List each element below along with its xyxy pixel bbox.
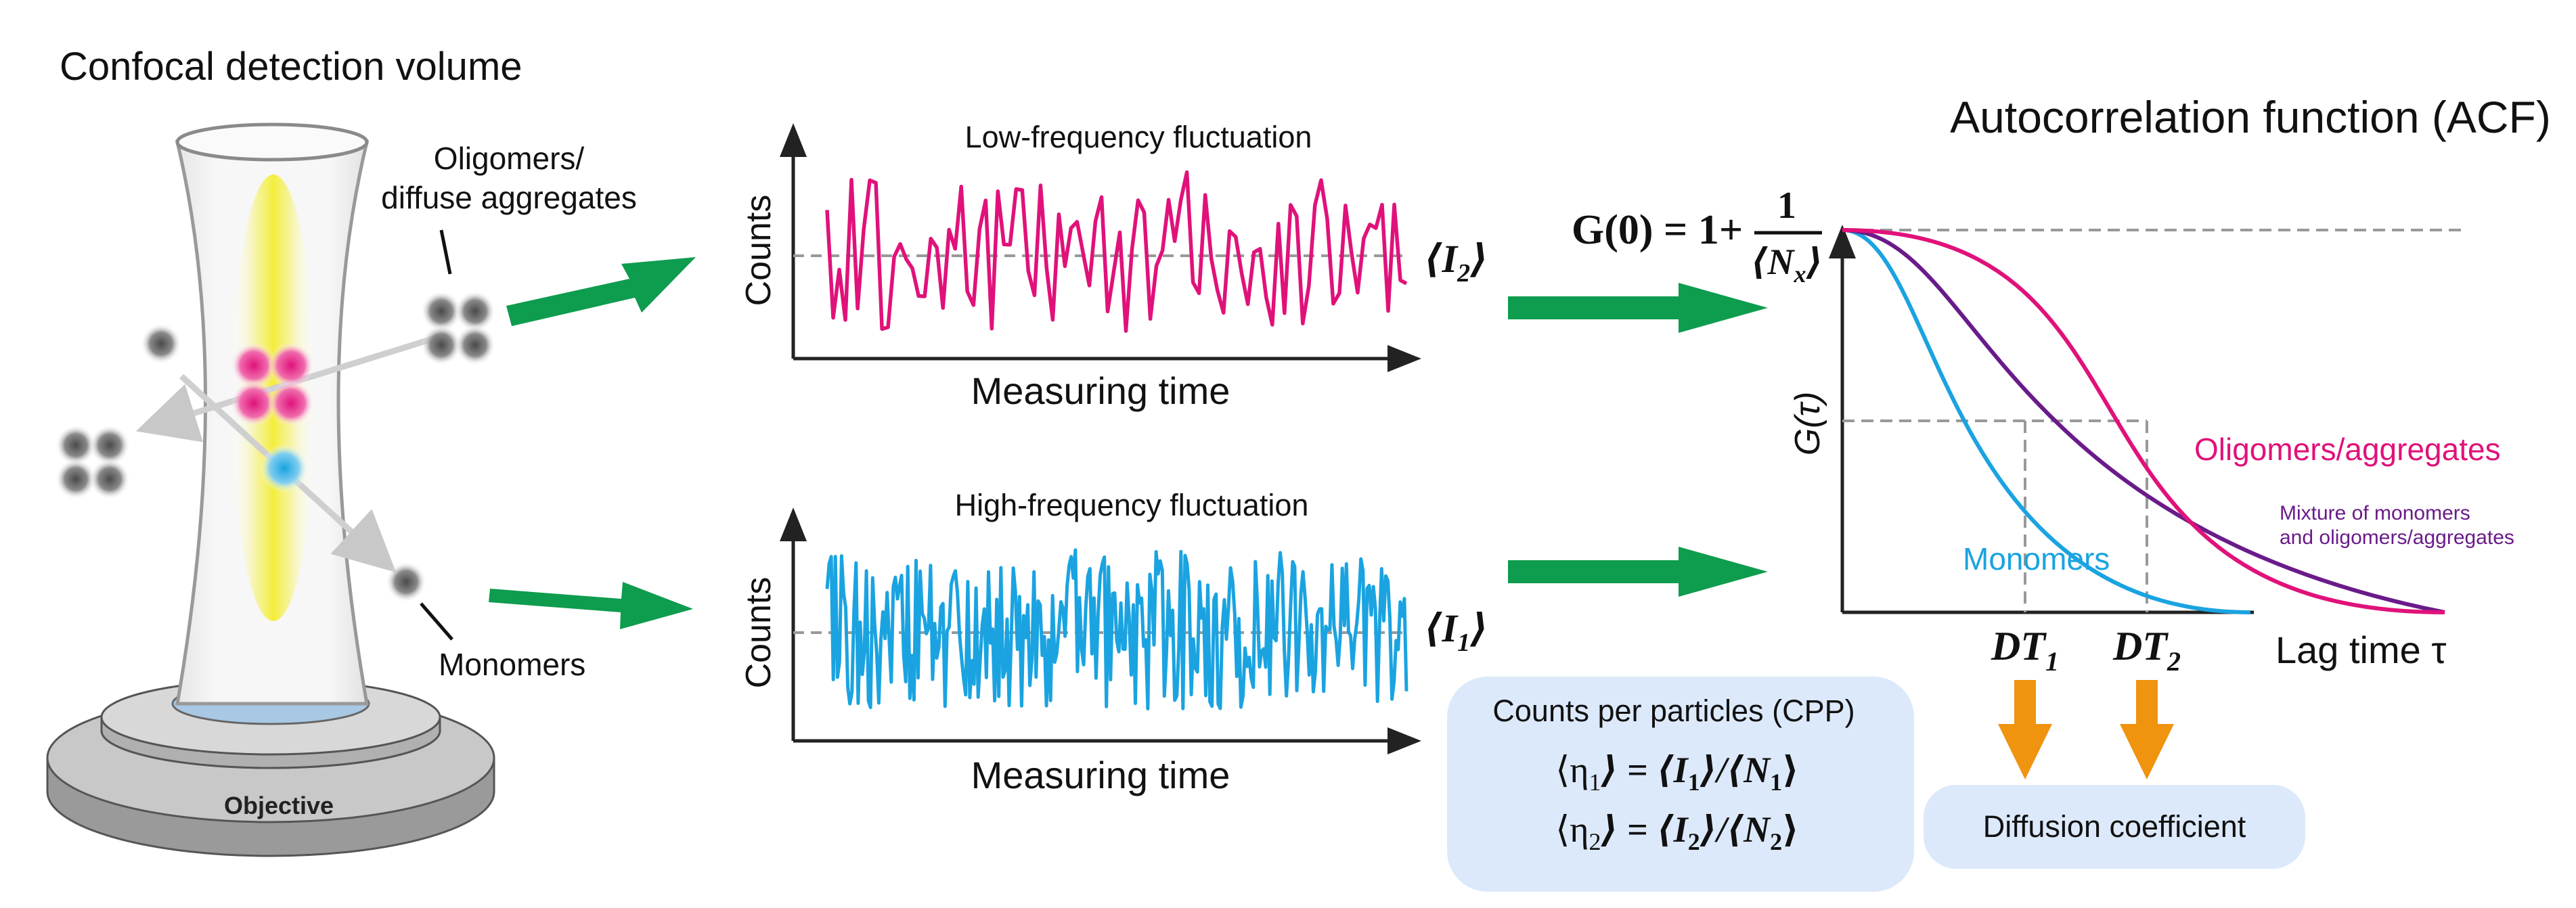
acf-ylabel: G(τ) — [1788, 392, 1827, 456]
cpp-title: Counts per particles (CPP) — [1492, 694, 1855, 728]
oligomer-particle-top — [421, 291, 495, 365]
high-frequency-trace — [825, 548, 1408, 710]
green-arrow-low-to-acf — [1508, 283, 1768, 333]
oligomer-particle-left — [55, 425, 130, 499]
acf-title: Autocorrelation function (ACF) — [1950, 92, 2551, 142]
monomer-in-focus — [260, 444, 309, 493]
oligomer-in-focus — [231, 342, 314, 426]
dt2-orange-arrow — [2120, 680, 2174, 779]
objective: Objective — [46, 679, 495, 857]
oligomers-label-line1: Oligomers/ — [434, 141, 585, 176]
acf-xlabel: Lag time τ — [2275, 629, 2446, 671]
acf-panel: Autocorrelation function (ACF) G(0) = 1+… — [1572, 92, 2551, 779]
monomers-label: Monomers — [439, 647, 585, 682]
high-trace-mean-label: ⟨I1⟩ — [1424, 606, 1488, 657]
objective-label: Objective — [224, 792, 334, 819]
acf-label-monomers: Monomers — [1963, 541, 2110, 576]
low-trace-xlabel: Measuring time — [971, 369, 1230, 412]
monomer-particle-bottom — [386, 562, 426, 602]
green-arrow-monomers — [489, 582, 693, 629]
low-trace-ylabel: Counts — [739, 195, 778, 307]
diffusion-box: Diffusion coefficient — [1924, 785, 2305, 869]
low-trace-title: Low-frequency fluctuation — [965, 120, 1312, 154]
high-frequency-panel: High-frequency fluctuation Counts Measur… — [739, 488, 1488, 796]
acf-formula-denominator: ⟨Nx⟩ — [1751, 242, 1823, 288]
acf-formula-lhs: G(0) = 1+ — [1572, 207, 1743, 253]
cpp-equation-2: ⟨η2⟩ = ⟨I2⟩/⟨N2⟩ — [1555, 809, 1799, 855]
low-frequency-trace — [825, 170, 1408, 333]
acf-curve-monomers — [1842, 228, 2251, 614]
dt1-orange-arrow — [1998, 680, 2052, 779]
high-trace-ylabel: Counts — [739, 577, 778, 689]
monomer-particle-top — [141, 323, 181, 364]
acf-curve-mixture — [1842, 228, 2445, 614]
low-frequency-panel: Low-frequency fluctuation Counts Measuri… — [739, 120, 1488, 412]
acf-label-oligomers: Oligomers/aggregates — [2194, 432, 2501, 467]
acf-formula: G(0) = 1+ 1 ⟨Nx⟩ — [1572, 185, 1823, 288]
cpp-equation-1: ⟨η1⟩ = ⟨I1⟩/⟨N1⟩ — [1555, 750, 1799, 796]
cpp-box: Counts per particles (CPP) ⟨η1⟩ = ⟨I1⟩/⟨… — [1447, 677, 1914, 892]
acf-label-mixture-line1: Mixture of monomers — [2280, 502, 2470, 524]
low-trace-mean-label: ⟨I2⟩ — [1424, 237, 1488, 288]
green-arrow-oligomers — [506, 257, 696, 326]
high-trace-title: High-frequency fluctuation — [955, 488, 1309, 522]
monomers-pointer — [420, 602, 453, 641]
diffusion-label: Diffusion coefficient — [1983, 809, 2246, 844]
left-panel-title: Confocal detection volume — [60, 45, 523, 89]
oligomers-label-line2: diffuse aggregates — [381, 180, 637, 215]
high-trace-xlabel: Measuring time — [971, 754, 1230, 796]
acf-label-mixture-line2: and oligomers/aggregates — [2280, 526, 2514, 549]
acf-formula-numerator: 1 — [1777, 185, 1796, 227]
dt2-label: DT2 — [2112, 624, 2181, 677]
dt1-label: DT1 — [1991, 624, 2059, 677]
green-arrow-high-to-acf — [1508, 547, 1768, 597]
acf-curve-oligomers — [1842, 228, 2445, 614]
oligomers-pointer — [439, 229, 452, 275]
